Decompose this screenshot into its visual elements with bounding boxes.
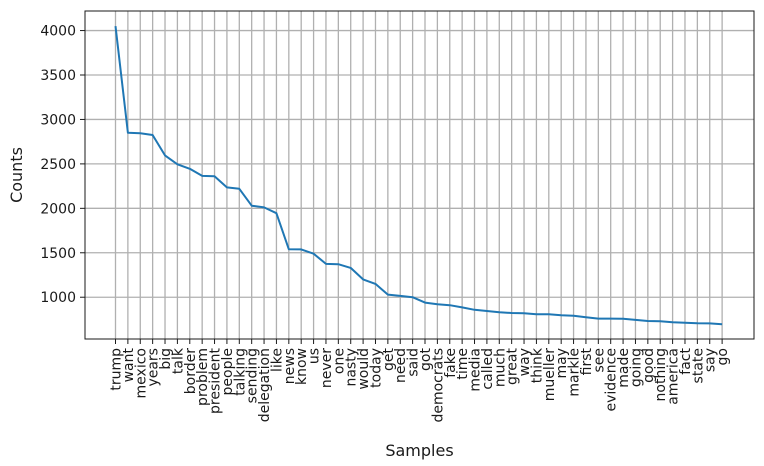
- x-tick-label: great: [505, 348, 521, 386]
- x-tick-label: markle: [567, 348, 583, 397]
- series-group: [114, 25, 723, 326]
- x-tick-label: may: [554, 348, 570, 379]
- x-tick-label: talk: [170, 347, 186, 374]
- x-tick-label: need: [393, 348, 409, 383]
- x-tick-label: way: [517, 348, 533, 376]
- x-tick-label: problem: [195, 348, 211, 406]
- x-tick-label: nasty: [344, 348, 360, 387]
- x-tick-label: think: [529, 347, 545, 383]
- series-line: [114, 25, 723, 326]
- x-tick-label: america: [666, 348, 682, 405]
- x-tick-label: big: [158, 348, 174, 370]
- x-tick-label: state: [690, 348, 706, 383]
- y-axis-ticks: 1000 1500 2000 2500 3000 3500 4000: [40, 24, 85, 306]
- x-tick-label: today: [368, 348, 384, 388]
- x-axis-ticks: trumpwantmexicoyearsbigtalkborderproblem…: [109, 339, 731, 423]
- y-tick-label: 3000: [40, 112, 76, 128]
- x-tick-label: first: [579, 347, 595, 375]
- x-tick-label: people: [220, 348, 236, 395]
- x-tick-label: mueller: [542, 348, 558, 402]
- x-tick-label: going: [628, 348, 644, 387]
- x-tick-label: evidence: [604, 348, 620, 411]
- x-tick-label: border: [183, 348, 199, 394]
- x-tick-label: much: [492, 348, 508, 387]
- x-tick-label: years: [146, 348, 162, 387]
- x-tick-label: called: [480, 348, 496, 390]
- x-tick-label: president: [208, 347, 224, 414]
- x-tick-label: fake: [443, 348, 459, 378]
- x-tick-label: say: [703, 348, 719, 372]
- x-tick-label: get: [381, 348, 397, 372]
- x-tick-label: democrats: [430, 348, 446, 423]
- y-tick-label: 3500: [40, 68, 76, 84]
- x-tick-label: us: [307, 348, 323, 364]
- plot-frame: [84, 10, 755, 340]
- x-tick-label: know: [294, 348, 310, 385]
- x-tick-label: nothing: [653, 348, 669, 401]
- x-tick-label: go: [715, 348, 731, 365]
- x-tick-label: see: [591, 348, 607, 373]
- x-tick-label: made: [616, 348, 632, 388]
- x-tick-label: sending: [245, 348, 261, 403]
- x-tick-label: like: [269, 348, 285, 372]
- y-axis-label: Counts: [7, 147, 26, 203]
- x-tick-label: delegation: [257, 348, 273, 422]
- y-tick-label: 2500: [40, 157, 76, 173]
- x-axis-label: Samples: [385, 441, 453, 460]
- x-tick-label: said: [406, 348, 422, 377]
- grid-lines: [85, 11, 754, 339]
- x-tick-label: news: [282, 348, 298, 384]
- x-tick-label: never: [319, 348, 335, 388]
- x-tick-label: one: [331, 348, 347, 374]
- x-tick-label: good: [641, 348, 657, 383]
- y-tick-label: 1500: [40, 246, 76, 262]
- y-tick-label: 1000: [40, 290, 76, 306]
- x-tick-label: fact: [678, 347, 694, 374]
- x-tick-label: got: [418, 348, 434, 371]
- y-tick-label: 2000: [40, 201, 76, 217]
- x-tick-label: media: [468, 348, 484, 392]
- y-tick-label: 4000: [40, 24, 76, 40]
- x-tick-label: time: [455, 348, 471, 380]
- x-tick-label: want: [121, 348, 137, 383]
- x-tick-label: mexico: [133, 348, 149, 398]
- x-tick-label: talking: [232, 348, 248, 396]
- x-tick-label: would: [356, 348, 372, 390]
- x-tick-label: trump: [109, 348, 125, 391]
